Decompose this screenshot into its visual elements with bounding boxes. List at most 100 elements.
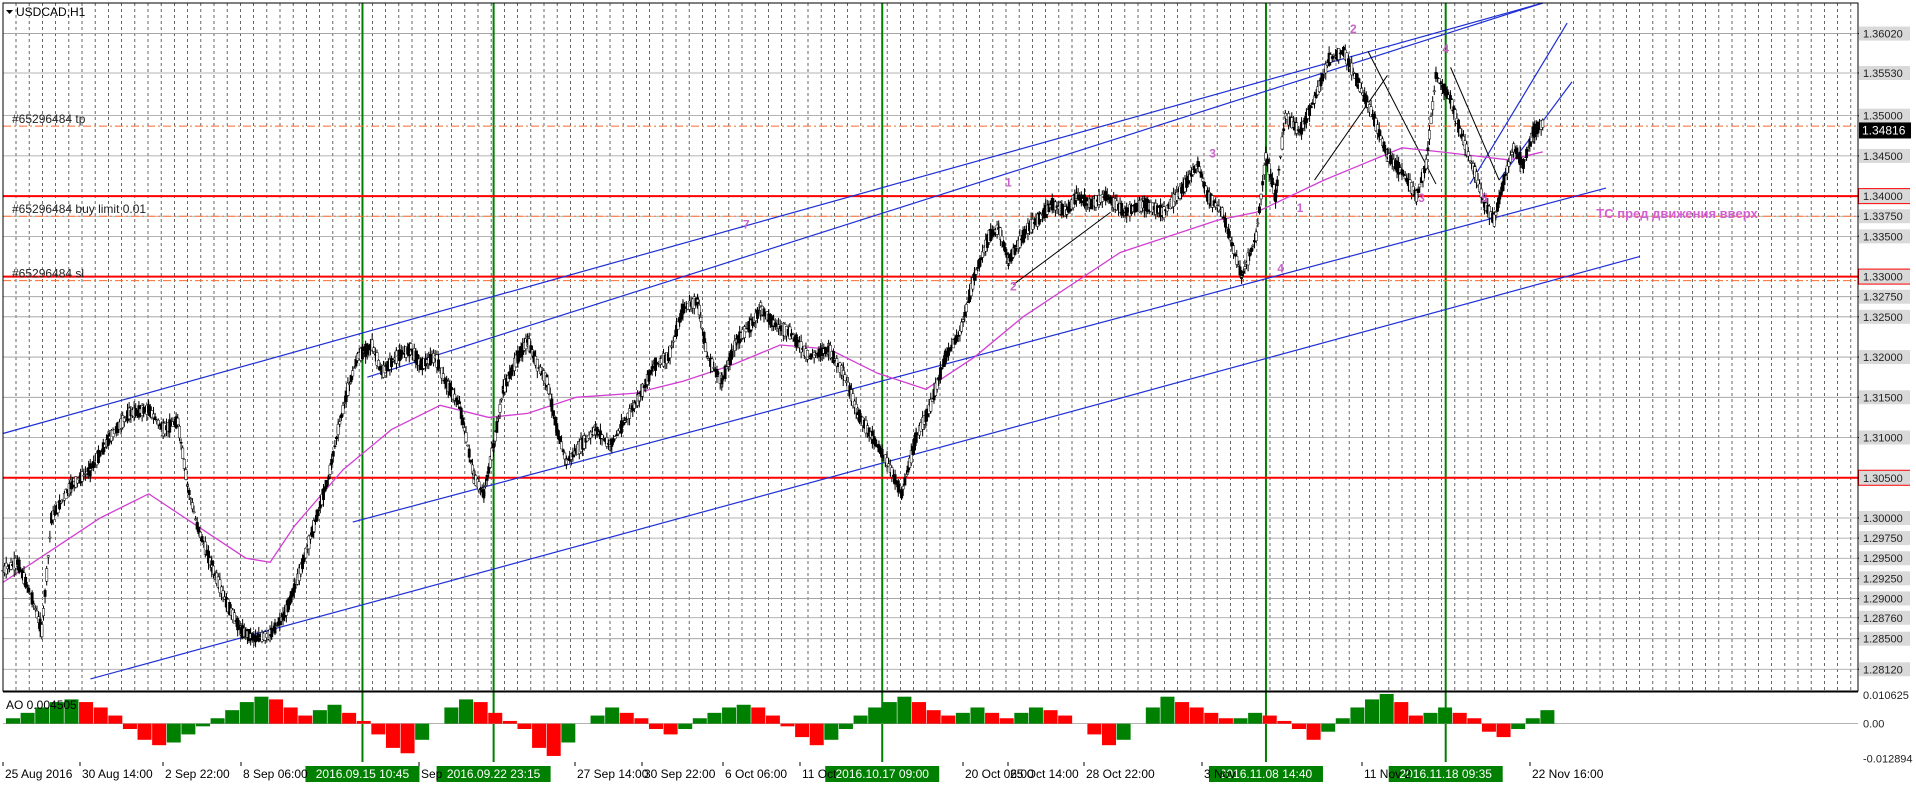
price-candle-body bbox=[498, 404, 502, 413]
price-candle-body bbox=[1238, 266, 1242, 276]
dropdown-triangle-icon[interactable] bbox=[6, 10, 13, 14]
time-axis-label: 20 Oct 06:00 bbox=[965, 767, 1034, 781]
price-candle-body bbox=[360, 346, 364, 360]
price-series bbox=[1, 44, 1545, 648]
price-candle-body bbox=[628, 408, 632, 419]
wave-labels: 1 2 3 4 1 2 3 4 5 7 bbox=[743, 22, 1488, 293]
ao-bar bbox=[1423, 712, 1438, 724]
price-candle-body bbox=[1249, 248, 1253, 253]
price-candle-body bbox=[1504, 173, 1508, 176]
price-candle-body bbox=[328, 464, 332, 475]
ao-bar bbox=[853, 715, 868, 724]
ao-bar bbox=[415, 723, 430, 740]
time-axis-label: 3 Nov bbox=[1204, 767, 1235, 781]
price-candle-body bbox=[696, 299, 700, 303]
vertical-marker-tag bbox=[1208, 766, 1323, 782]
ao-bar bbox=[780, 723, 795, 727]
price-candle-body bbox=[605, 437, 609, 447]
price-candle-body bbox=[893, 474, 897, 485]
ao-bar bbox=[634, 718, 649, 724]
ao-bar bbox=[356, 720, 371, 724]
symbol-title: USDCAD,H1 bbox=[16, 5, 86, 19]
price-axis-label: 1.28500 bbox=[1863, 634, 1903, 646]
price-axis-tag bbox=[1859, 189, 1910, 204]
price-axis-label: 1.28120 bbox=[1863, 664, 1903, 676]
price-candle-body bbox=[681, 303, 685, 314]
price-candle-body bbox=[1280, 136, 1284, 150]
price-candle-body bbox=[1003, 246, 1007, 253]
ao-bar bbox=[1277, 720, 1292, 724]
price-candle-body bbox=[192, 511, 196, 514]
price-axis-label: 1.29000 bbox=[1863, 593, 1903, 605]
price-candle-body bbox=[545, 376, 549, 386]
ao-bar bbox=[941, 715, 956, 724]
price-candle-body bbox=[799, 341, 803, 353]
channel-line-mid-rising bbox=[352, 187, 1607, 523]
price-axis-tag bbox=[1859, 662, 1910, 677]
price-candle-body bbox=[909, 450, 913, 464]
ao-axis-label: 0.00 bbox=[1863, 719, 1884, 731]
ao-bar bbox=[590, 715, 605, 724]
price-candle-body bbox=[17, 559, 21, 573]
price-candle-body bbox=[1479, 188, 1483, 198]
ao-bar bbox=[459, 699, 474, 724]
price-axis-tag bbox=[1859, 571, 1910, 586]
price-candle-body bbox=[976, 267, 980, 269]
price-candle-body bbox=[1400, 169, 1404, 175]
price-candle-body bbox=[971, 277, 975, 290]
price-candle-body bbox=[712, 367, 716, 369]
price-candle-body bbox=[88, 468, 92, 471]
price-candle-body bbox=[1277, 168, 1281, 171]
price-candle-body bbox=[1360, 88, 1363, 94]
price-candle-body bbox=[1241, 271, 1245, 274]
price-candle-body bbox=[338, 421, 342, 425]
ao-bar bbox=[1189, 707, 1204, 724]
price-candle-body bbox=[903, 477, 907, 486]
price-candle-body bbox=[935, 378, 939, 390]
ao-bar bbox=[751, 707, 766, 724]
price-candle-body bbox=[153, 416, 157, 420]
price-axis-tag bbox=[1859, 591, 1910, 606]
ao-bar bbox=[444, 707, 459, 724]
price-candle-body bbox=[182, 459, 186, 469]
price-candle-body bbox=[377, 360, 381, 368]
vertical-marker-label: 2016.09.22 23:15 bbox=[447, 767, 541, 781]
price-candle-body bbox=[458, 403, 462, 408]
price-candle-body bbox=[1256, 222, 1260, 225]
price-axis-label: 1.33500 bbox=[1863, 231, 1903, 243]
price-axis-tag bbox=[1859, 229, 1910, 244]
price-candle-body bbox=[700, 328, 704, 330]
price-candle-body bbox=[1432, 90, 1436, 93]
ao-bar bbox=[809, 723, 824, 746]
price-candle-body bbox=[179, 442, 183, 444]
price-candle-body bbox=[1431, 101, 1435, 110]
price-candle-body bbox=[901, 486, 905, 490]
price-candle-body bbox=[194, 518, 198, 521]
price-candle-body bbox=[462, 427, 466, 432]
ao-bar bbox=[824, 723, 839, 740]
vertical-marker-tag bbox=[825, 766, 940, 782]
wave-label: 1 bbox=[1297, 201, 1304, 215]
price-axis-label: 1.34000 bbox=[1863, 191, 1903, 203]
price-candle-body bbox=[176, 417, 180, 425]
price-candle-body bbox=[1013, 244, 1017, 255]
ao-bar bbox=[1525, 718, 1540, 724]
order-lines[interactable]: #65296484 tp #65296484 buy limit 0.01 #652… bbox=[3, 112, 1858, 282]
ao-indicator-panel: 0.010625 0.00 -0.012894 bbox=[3, 690, 1913, 765]
price-axis-tag bbox=[1859, 289, 1910, 304]
time-axis-label: 6 Oct 06:00 bbox=[725, 767, 787, 781]
price-candle-body bbox=[671, 340, 675, 343]
price-candle-body bbox=[1201, 178, 1205, 182]
price-candle-body bbox=[40, 624, 44, 638]
price-candle-body bbox=[702, 331, 706, 344]
price-candle-body bbox=[437, 359, 440, 371]
price-candle-body bbox=[556, 430, 560, 440]
channel-line-wave-1 bbox=[1013, 211, 1111, 286]
wave-label: 7 bbox=[743, 217, 750, 231]
price-candle-body bbox=[339, 414, 343, 419]
price-candle-body bbox=[1232, 245, 1236, 254]
price-candle-body bbox=[619, 420, 623, 434]
order-line-label: #65296484 buy limit 0.01 bbox=[12, 202, 146, 216]
symbol-header[interactable]: USDCAD,H1 bbox=[6, 5, 86, 19]
